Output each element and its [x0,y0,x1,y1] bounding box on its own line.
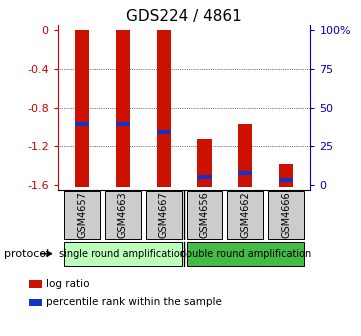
Text: single round amplification: single round amplification [60,249,187,259]
Bar [279,178,293,182]
Bar [197,175,212,179]
Bar [197,139,212,187]
Bar [187,242,304,266]
Bar [64,191,100,239]
Title: GDS224 / 4861: GDS224 / 4861 [126,9,242,24]
Bar [146,191,182,239]
Bar [279,164,293,187]
Bar [64,242,182,266]
Bar [238,171,252,175]
Bar [157,130,171,134]
Text: GSM4666: GSM4666 [281,192,291,238]
Bar [75,122,90,126]
Bar [105,191,141,239]
Text: double round amplification: double round amplification [180,249,311,259]
Text: GSM4663: GSM4663 [118,192,128,238]
Bar [157,30,171,187]
Text: log ratio: log ratio [46,279,90,289]
Text: GSM4657: GSM4657 [77,192,87,239]
Bar [268,191,304,239]
Bar [238,124,252,187]
Text: GSM4662: GSM4662 [240,192,250,239]
Bar [116,30,130,187]
Text: GSM4656: GSM4656 [200,192,209,239]
Text: protocol: protocol [4,249,49,259]
Text: percentile rank within the sample: percentile rank within the sample [46,297,222,307]
Bar [227,191,263,239]
Bar [187,191,222,239]
Bar [75,30,90,187]
Text: GSM4667: GSM4667 [159,192,169,239]
Bar [116,122,130,126]
